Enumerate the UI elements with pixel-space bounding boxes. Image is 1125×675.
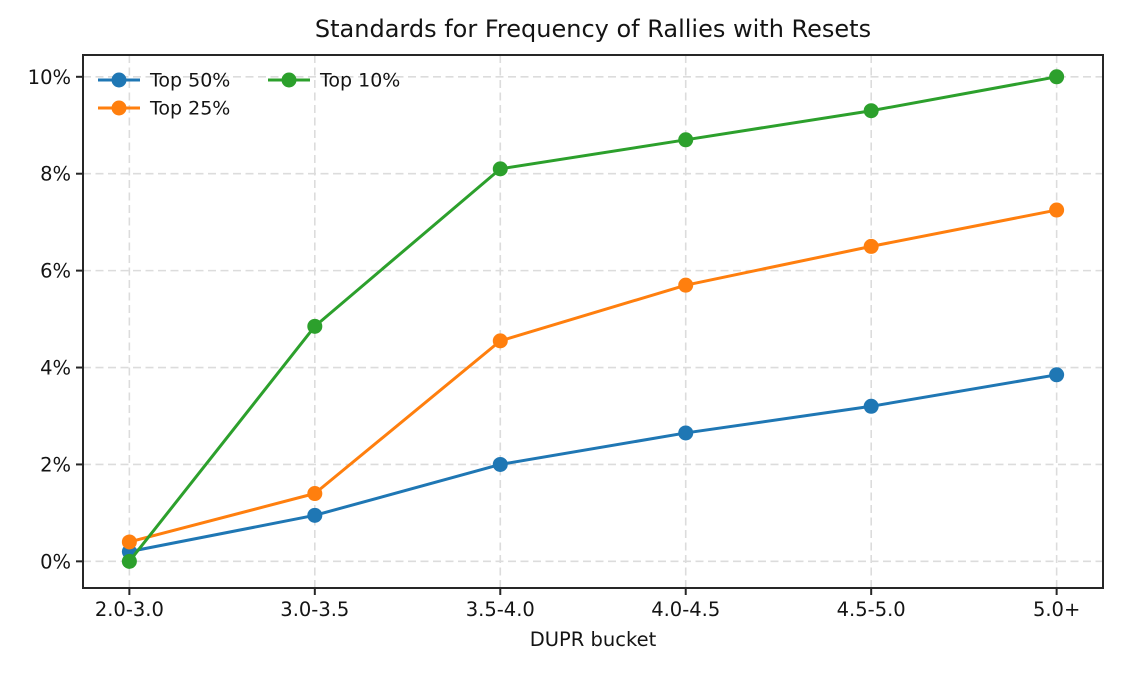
grid-layer — [83, 55, 1103, 588]
legend-marker-top-10 — [281, 72, 297, 88]
y-tick-label: 0% — [40, 550, 71, 573]
y-tick-label: 10% — [28, 66, 71, 89]
data-point-top-25 — [1049, 202, 1065, 218]
plot-border — [82, 54, 1104, 589]
y-tick-label: 6% — [40, 260, 71, 283]
series-top-25 — [121, 202, 1065, 550]
x-tick-label: 3.5-4.0 — [466, 598, 535, 621]
series-line-top-50 — [127, 373, 1059, 554]
legend-label-top-25: Top 25% — [149, 98, 230, 120]
data-point-top-25 — [307, 486, 323, 502]
x-axis-label: DUPR bucket — [530, 628, 657, 651]
data-point-top-10 — [863, 103, 879, 119]
legend-marker-top-25 — [111, 100, 127, 116]
data-point-top-10 — [307, 318, 323, 334]
legend-label-top-10: Top 10% — [319, 70, 400, 92]
data-point-top-50 — [678, 425, 694, 441]
x-tick-label: 4.5-5.0 — [837, 598, 906, 621]
x-tick-label: 3.0-3.5 — [280, 598, 349, 621]
series-line-top-10 — [127, 75, 1059, 563]
chart-title: Standards for Frequency of Rallies with … — [315, 15, 871, 43]
data-point-top-50 — [492, 456, 508, 472]
data-point-top-25 — [863, 238, 879, 254]
data-point-top-25 — [492, 333, 508, 349]
legend-item-top-50: Top 50% — [98, 70, 230, 92]
y-tick-label: 4% — [40, 357, 71, 380]
data-point-top-10 — [492, 161, 508, 177]
series-layer — [121, 69, 1065, 569]
series-top-50 — [121, 367, 1065, 560]
legend-item-top-25: Top 25% — [98, 98, 230, 120]
legend-marker-top-50 — [111, 72, 127, 88]
data-point-top-10 — [121, 553, 137, 569]
series-line-top-25 — [127, 208, 1059, 544]
data-point-top-50 — [863, 398, 879, 414]
data-point-top-25 — [121, 534, 137, 550]
data-point-top-10 — [1049, 69, 1065, 85]
x-tick-label: 4.0-4.5 — [651, 598, 720, 621]
legend-label-top-50: Top 50% — [149, 70, 230, 92]
axes-layer: 0% 2% 4% 6% 8% 10% 2.0-3.0 3.0-3.5 3.5-4.0 4.0-4.… — [28, 54, 1104, 621]
data-point-top-50 — [307, 507, 323, 523]
y-tick-label: 8% — [40, 163, 71, 186]
legend-item-top-10: Top 10% — [268, 70, 400, 92]
legend: Top 50% Top 25% Top 10% — [98, 70, 400, 120]
y-tick-label: 2% — [40, 453, 71, 476]
data-point-top-50 — [1049, 367, 1065, 383]
series-top-10 — [121, 69, 1065, 569]
data-point-top-25 — [678, 277, 694, 293]
data-point-top-10 — [678, 132, 694, 148]
x-tick-label: 5.0+ — [1033, 598, 1080, 621]
x-tick-label: 2.0-3.0 — [95, 598, 164, 621]
